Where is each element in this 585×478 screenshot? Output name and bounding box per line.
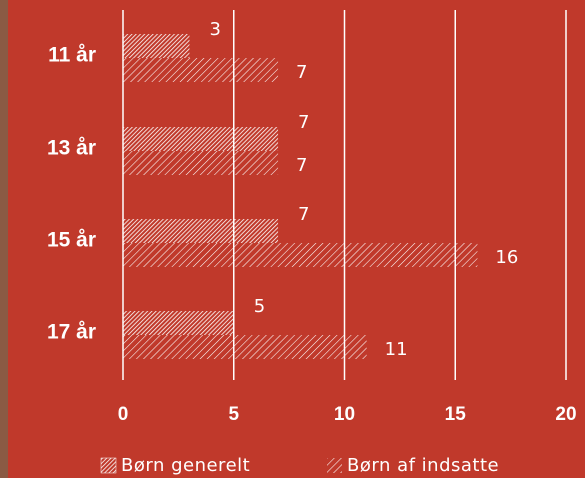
value-label: 7 [296,155,307,176]
value-label: 7 [298,112,309,133]
bar [123,243,478,267]
y-tick-label: 15 år [47,229,96,252]
y-tick-label: 17 år [47,321,96,344]
bar [123,58,279,82]
value-label: 7 [296,62,307,83]
photo-edge [0,0,8,478]
bar [123,34,190,58]
y-tick-label: 13 år [47,137,96,160]
value-label: 11 [385,339,408,360]
legend-label: Børn af indsatte [347,455,499,476]
x-tick-label: 5 [228,404,239,425]
value-label: 5 [254,296,265,317]
bar [123,127,279,151]
bar [123,151,279,175]
y-tick-label: 11 år [48,44,96,67]
legend-swatch [100,457,117,474]
value-label: 16 [495,247,518,268]
x-tick-label: 0 [118,404,129,425]
x-tick-label: 20 [555,404,576,425]
bar [123,335,367,359]
bar [123,219,279,243]
value-label: 7 [298,204,309,225]
bar [123,311,234,335]
value-label: 3 [209,19,220,40]
x-tick-label: 15 [445,404,467,425]
x-tick-label: 10 [334,404,355,425]
legend-label: Børn generelt [121,455,250,476]
legend-swatch [327,458,342,473]
